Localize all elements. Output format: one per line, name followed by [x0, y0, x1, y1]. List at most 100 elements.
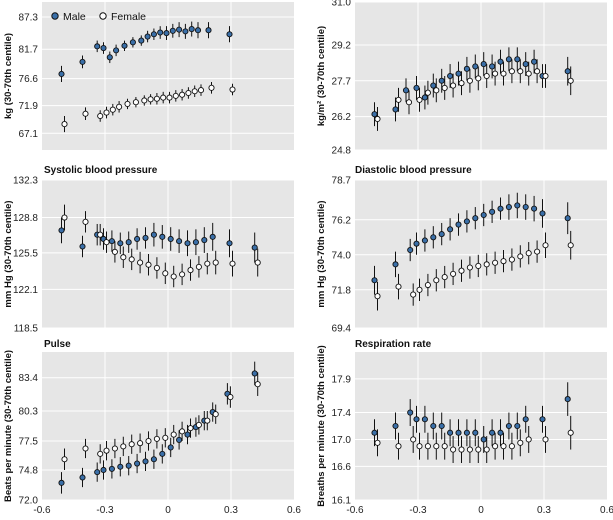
y-tick-label: 31.0 — [332, 0, 352, 9]
y-tick-label: 16.1 — [332, 496, 352, 507]
y-tick-label: 16.6 — [332, 462, 352, 473]
male-point — [176, 26, 183, 33]
female-point — [191, 88, 198, 95]
female-point — [120, 443, 127, 450]
female-point — [153, 95, 160, 102]
male-point — [455, 221, 462, 228]
male-point — [463, 65, 470, 72]
male-point — [497, 205, 504, 212]
male-point — [79, 243, 86, 250]
female-point — [534, 68, 541, 75]
panel-weight: 87.3 81.7 76.6 71.9 67.1 kg (30-70th centile) — [3, 2, 294, 150]
panel-diastolic: 78.7 76.2 74.0 71.8 69.4 mm Hg (30-70th centi… — [316, 165, 607, 335]
male-point — [159, 450, 166, 457]
male-point — [182, 28, 189, 35]
male-point — [505, 204, 512, 211]
female-point — [195, 263, 202, 270]
male-point — [117, 240, 124, 247]
female-point — [466, 77, 473, 84]
y-tick-label: 122.1 — [13, 285, 38, 296]
y-tick-label: 118.5 — [14, 324, 39, 335]
y-tick-label: 17.4 — [332, 408, 352, 419]
male-point — [138, 37, 145, 44]
y-axis-label: kg (30-70th centile) — [3, 33, 14, 119]
x-tick-label: 0.3 — [224, 505, 238, 516]
male-point — [226, 240, 233, 247]
y-axis-label: mm Hg (30-70th centile) — [3, 200, 14, 307]
female-point — [254, 259, 261, 266]
male-point — [371, 277, 378, 284]
female-point — [424, 281, 431, 289]
male-point — [150, 456, 157, 463]
male-point — [539, 416, 546, 423]
legend-female-label: Female — [111, 11, 146, 23]
female-point — [475, 75, 482, 82]
female-point — [542, 242, 549, 249]
female-point — [466, 446, 473, 453]
female-point — [179, 428, 186, 435]
male-point — [58, 479, 65, 486]
legend-female-marker — [99, 12, 107, 20]
male-point — [125, 462, 132, 469]
female-point — [254, 381, 261, 388]
male-point — [94, 469, 101, 476]
panel-bmi: 31.0 29.2 27.7 26.2 24.8 kg/m² (30-70th centi… — [316, 0, 607, 157]
y-tick-label: 74.0 — [332, 250, 352, 261]
female-point — [212, 411, 219, 418]
female-point — [508, 256, 515, 263]
male-point — [447, 72, 454, 80]
female-point — [185, 89, 192, 97]
female-point — [187, 425, 194, 432]
male-point — [564, 68, 571, 75]
x-tick-label: 0 — [165, 505, 171, 516]
male-point — [472, 429, 479, 436]
male-point — [134, 460, 141, 467]
panel-systolic: 132.3 128.8 125.5 122.1 118.5 mm Hg (30-70th … — [3, 165, 294, 335]
female-point — [508, 443, 515, 450]
female-point — [441, 274, 448, 281]
y-axis-label: Beats per minute (30-70th centile) — [3, 350, 14, 502]
female-point — [500, 258, 507, 265]
female-point — [128, 256, 135, 263]
female-point — [160, 94, 167, 101]
male-point — [447, 429, 454, 436]
male-point — [169, 27, 176, 34]
male-point — [176, 436, 183, 443]
male-point — [489, 63, 496, 70]
male-point — [176, 238, 183, 245]
y-tick-label: 67.1 — [19, 129, 39, 140]
male-point — [134, 235, 141, 243]
female-point — [229, 86, 236, 93]
male-point — [489, 429, 496, 436]
male-point — [497, 429, 504, 436]
male-point — [371, 111, 378, 118]
male-point — [522, 61, 529, 68]
male-point — [407, 409, 414, 416]
y-tick-label: 29.2 — [332, 40, 352, 51]
y-axis-label: kg/m² (30-70th centile) — [316, 26, 327, 126]
male-point — [106, 54, 113, 61]
female-point — [395, 283, 402, 290]
female-point — [567, 242, 574, 249]
y-tick-label: 24.8 — [332, 146, 352, 157]
male-point — [421, 94, 428, 101]
male-point — [157, 29, 164, 36]
y-tick-label: 17.0 — [332, 435, 352, 446]
female-point — [227, 393, 234, 401]
female-point — [424, 89, 431, 96]
female-point — [61, 121, 68, 128]
female-point — [179, 91, 186, 98]
female-point — [416, 443, 423, 450]
female-point — [374, 115, 381, 123]
female-point — [147, 96, 154, 103]
male-point — [251, 370, 258, 377]
female-point — [103, 447, 110, 454]
female-point — [212, 259, 219, 266]
female-point — [124, 100, 131, 107]
male-point — [430, 422, 437, 430]
female-point — [137, 259, 144, 266]
male-point — [144, 33, 151, 40]
female-point — [416, 286, 423, 293]
male-point — [150, 231, 157, 238]
